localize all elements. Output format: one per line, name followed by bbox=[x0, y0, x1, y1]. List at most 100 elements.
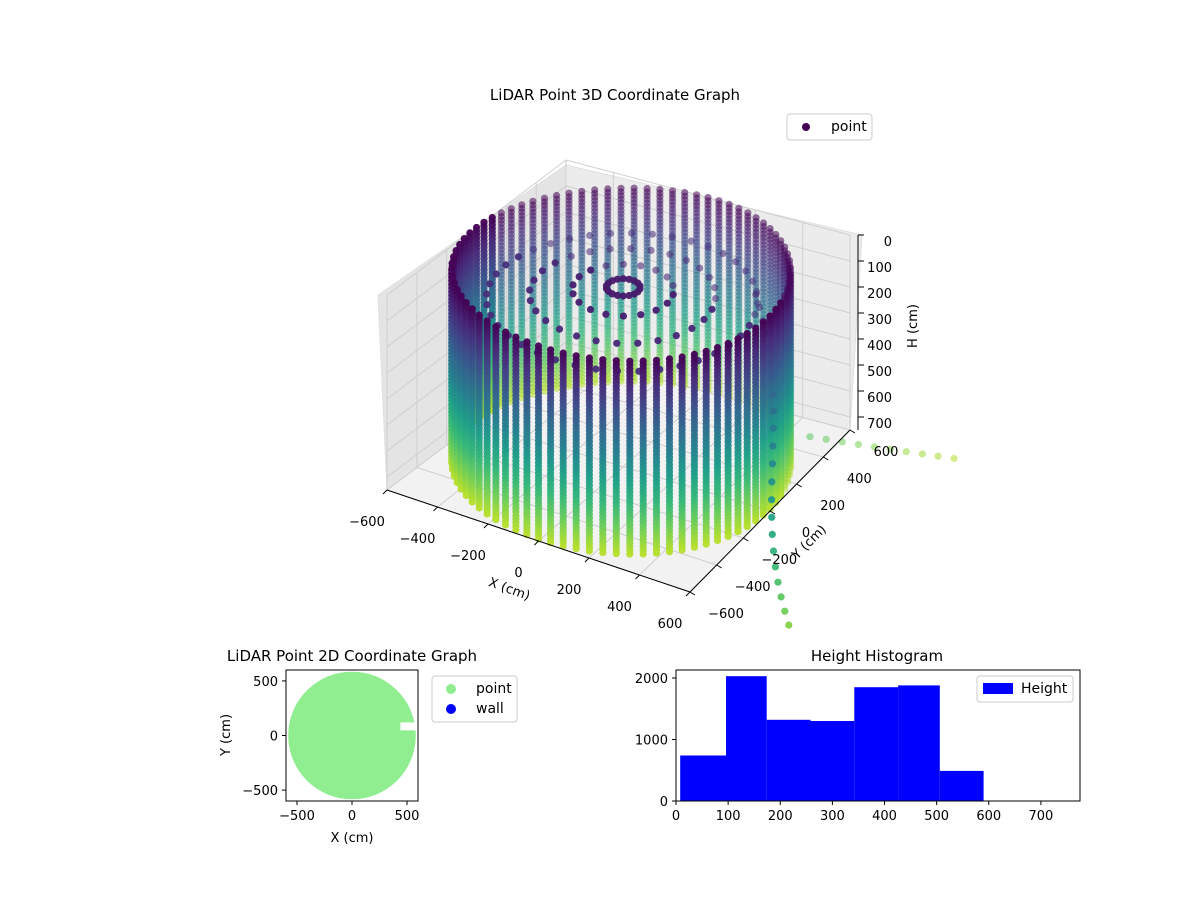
data-point-3d bbox=[700, 315, 708, 324]
data-point-3d bbox=[682, 256, 690, 264]
data-point-3d bbox=[634, 339, 642, 347]
data-point-3d bbox=[619, 260, 628, 268]
data-point-3d bbox=[665, 548, 674, 556]
data-point-3d bbox=[526, 286, 534, 294]
legend-2d-wall-marker bbox=[446, 704, 456, 714]
legend-3d: point bbox=[786, 113, 873, 141]
x-tick-3d bbox=[382, 489, 388, 495]
data-point-3d bbox=[769, 407, 778, 415]
data-point-3d bbox=[769, 442, 777, 450]
x-tick-label-histogram: 500 bbox=[924, 809, 949, 824]
y-tick-label-2d: 500 bbox=[253, 675, 278, 690]
data-point-3d bbox=[573, 332, 581, 340]
y-tick-3d bbox=[769, 510, 776, 515]
data-point-3d bbox=[870, 443, 879, 451]
chart-3d: LiDAR Point 3D Coordinate Graph −600−400… bbox=[349, 86, 958, 632]
data-point-3d bbox=[606, 245, 614, 253]
data-point-3d bbox=[592, 365, 600, 373]
data-point-3d bbox=[526, 297, 535, 305]
data-point-3d bbox=[749, 277, 757, 285]
data-point-3d bbox=[777, 593, 785, 601]
y-axis-label-2d: Y (cm) bbox=[219, 714, 234, 757]
data-point-3d bbox=[529, 246, 538, 254]
z-tick-label-3d: 500 bbox=[867, 365, 892, 380]
x-tick-label-3d: 200 bbox=[557, 583, 582, 598]
histogram-bar bbox=[680, 755, 727, 801]
y-tick-label-3d: 400 bbox=[847, 472, 872, 487]
histogram-bar bbox=[939, 770, 984, 801]
data-point-3d bbox=[690, 543, 699, 551]
data-point-3d bbox=[567, 252, 575, 260]
z-tick-label-3d: 200 bbox=[867, 287, 892, 302]
histogram-bar bbox=[766, 719, 811, 801]
y-tick-label-3d: 200 bbox=[820, 499, 845, 514]
data-point-3d bbox=[613, 339, 621, 347]
data-point-3d bbox=[591, 379, 599, 387]
x-tick-label-histogram: 200 bbox=[768, 809, 793, 824]
data-point-3d bbox=[492, 270, 500, 278]
x-tick-3d bbox=[685, 591, 691, 597]
data-point-3d bbox=[768, 513, 776, 521]
z-tick-label-3d: 100 bbox=[867, 261, 892, 276]
x-tick-label-histogram: 700 bbox=[1028, 809, 1053, 824]
y-tick-label-3d: 0 bbox=[802, 526, 810, 541]
data-point-3d bbox=[687, 237, 695, 245]
y-tick-3d bbox=[743, 537, 749, 542]
data-point-3d bbox=[532, 307, 540, 315]
data-point-3d bbox=[704, 243, 712, 251]
y-tick-label-histogram: 1000 bbox=[635, 733, 668, 748]
data-point-3d bbox=[902, 448, 910, 456]
data-point-3d bbox=[529, 390, 537, 398]
data-point-3d bbox=[612, 550, 620, 558]
x-tick-label-3d: 400 bbox=[607, 600, 632, 615]
histogram-bar bbox=[898, 685, 940, 801]
x-tick-label-3d: 0 bbox=[514, 566, 522, 581]
data-point-3d bbox=[713, 536, 722, 545]
data-point-3d bbox=[475, 504, 483, 512]
data-point-3d bbox=[769, 424, 777, 432]
z-tick-label-3d: 400 bbox=[867, 339, 892, 354]
y-tick-3d bbox=[716, 564, 722, 569]
chart-histogram: Height Histogram 0 100 200 300 400 500 600 7000… bbox=[635, 647, 1081, 824]
legend-2d-point-label: point bbox=[476, 681, 512, 697]
data-point-3d bbox=[551, 259, 559, 267]
chart-3d-title: LiDAR Point 3D Coordinate Graph bbox=[490, 86, 740, 104]
data-point-3d bbox=[483, 301, 491, 309]
plot-area-2d bbox=[288, 671, 418, 800]
data-point-3d bbox=[637, 262, 645, 270]
data-point-3d bbox=[555, 325, 564, 333]
legend-2d-wall-label: wall bbox=[476, 701, 504, 717]
z-tick-label-3d: 700 bbox=[867, 417, 892, 432]
y-tick-3d bbox=[796, 483, 802, 488]
axes-frame-histogram bbox=[675, 669, 1081, 802]
data-point-3d bbox=[542, 317, 550, 325]
x-axis-label-3d: X (cm) bbox=[486, 575, 532, 604]
z-tick-label-3d: 300 bbox=[867, 313, 892, 328]
data-point-3d bbox=[781, 607, 789, 615]
data-point-3d bbox=[575, 273, 583, 281]
data-point-3d bbox=[886, 445, 895, 453]
x-tick-3d bbox=[534, 540, 539, 546]
data-point-3d bbox=[719, 249, 727, 258]
x-tick-label-2d: −500 bbox=[279, 809, 315, 824]
data-point-3d bbox=[663, 299, 671, 307]
y-tick-label-2d: −500 bbox=[242, 784, 278, 799]
data-point-3d bbox=[585, 547, 594, 555]
x-tick-label-2d: 0 bbox=[348, 809, 356, 824]
data-point-3d bbox=[512, 526, 520, 534]
data-point-3d bbox=[540, 387, 549, 395]
data-point-3d bbox=[752, 517, 760, 525]
data-point-3d bbox=[712, 295, 720, 303]
data-point-3d bbox=[530, 276, 538, 284]
data-point-3d bbox=[483, 510, 491, 518]
data-point-3d bbox=[587, 266, 595, 274]
data-point-3d bbox=[705, 273, 713, 281]
data-point-3d bbox=[734, 528, 742, 536]
data-point-3d bbox=[652, 306, 660, 314]
legend-histogram-label: Height bbox=[1021, 681, 1068, 697]
legend-2d-point-marker bbox=[446, 684, 456, 694]
y-tick-label-histogram: 0 bbox=[660, 795, 668, 810]
